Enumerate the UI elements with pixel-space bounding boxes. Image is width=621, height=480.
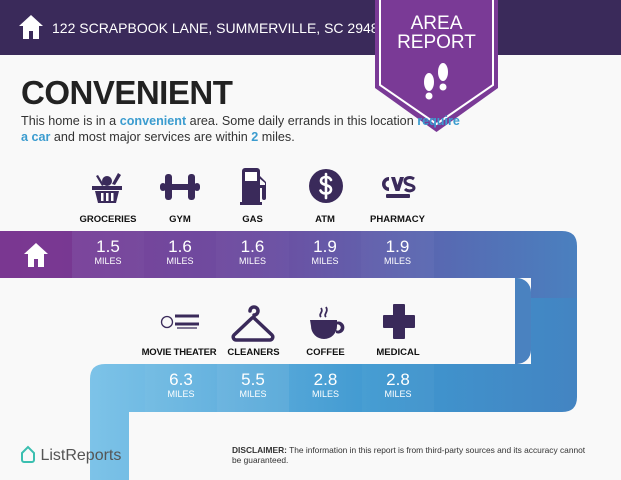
label-medical: MEDICAL — [376, 347, 420, 358]
label-pharmacy: PHARMACY — [370, 214, 425, 225]
property-address: 122 SCRAPBOOK LANE, SUMMERVILLE, SC 2948… — [52, 20, 387, 36]
grocery-basket-icon — [92, 173, 122, 203]
badge-label: AREA REPORT — [397, 13, 476, 53]
label-cleaners: CLEANERS — [227, 347, 280, 358]
listreports-logo: ListReports — [20, 445, 121, 465]
label-atm: ATM — [315, 214, 335, 225]
gas-pump-icon — [240, 168, 266, 205]
hanger-icon — [231, 305, 275, 342]
medical-cross-icon — [383, 304, 415, 339]
label-gym: GYM — [169, 214, 191, 225]
dumbbell-icon — [160, 174, 200, 200]
distance-atm: 1.9 MILES — [311, 237, 339, 267]
regal-logo — [160, 314, 199, 329]
dollar-icon — [309, 169, 343, 203]
page-title: CONVENIENT — [21, 74, 233, 111]
home-icon — [24, 243, 48, 267]
distance-cleaners: 5.5 MILES — [217, 364, 289, 412]
distance-medical: 2.8 MILES — [362, 364, 434, 412]
label-coffee: COFFEE — [306, 347, 345, 358]
home-icon — [19, 15, 43, 39]
distance-movie-theater: 6.3 MILES — [145, 364, 217, 412]
distance-gym: 1.6 MILES — [166, 237, 194, 267]
disclaimer: DISCLAIMER: The information in this repo… — [232, 445, 586, 465]
description: This home is in a convenient area. Some … — [21, 114, 460, 144]
header-bar — [0, 0, 621, 55]
distance-coffee: 2.8 MILES — [311, 370, 339, 400]
distance-groceries: 1.5 MILES — [72, 231, 144, 278]
coffee-cup-icon — [310, 306, 345, 339]
distance-pharmacy: 1.9 MILES — [361, 231, 434, 278]
area-report-badge — [375, 0, 498, 132]
distance-gas: 1.6 MILES — [216, 231, 289, 278]
listreports-house-icon — [21, 445, 35, 463]
label-gas: GAS — [242, 214, 263, 225]
footprints-icon — [424, 63, 448, 100]
label-movie-theater: MOVIE THEATER — [141, 347, 217, 358]
cvs-logo — [382, 176, 416, 198]
label-groceries: GROCERIES — [79, 214, 137, 225]
